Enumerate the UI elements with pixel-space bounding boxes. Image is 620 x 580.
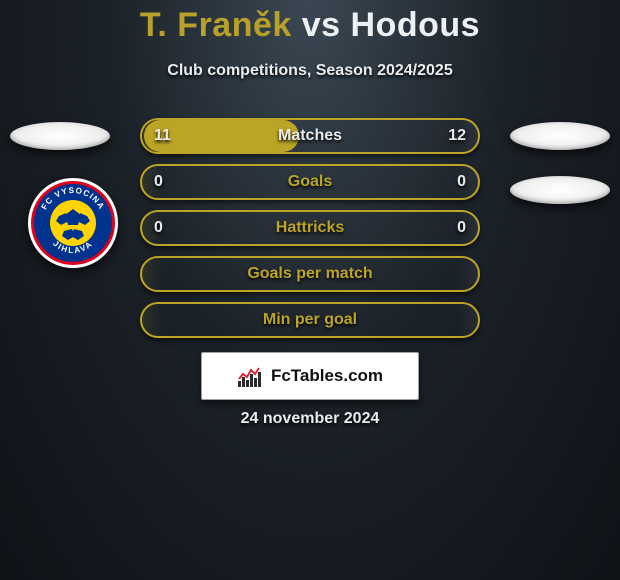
- watermark-text: FcTables.com: [271, 366, 383, 386]
- club-badge-svg: FC VYSOCINA JIHLAVA: [31, 181, 115, 265]
- player1-photo-placeholder: [10, 122, 110, 150]
- vs-separator: vs: [302, 6, 341, 44]
- stat-bar-min-per-goal: Min per goal: [140, 302, 480, 338]
- player2-name: Hodous: [351, 6, 481, 44]
- stat-value-left: 11: [154, 127, 171, 145]
- stat-value-left: 0: [154, 173, 163, 191]
- player1-club-badge: FC VYSOCINA JIHLAVA: [28, 178, 118, 268]
- stat-label: Min per goal: [263, 311, 357, 329]
- stat-value-left: 0: [154, 219, 163, 237]
- stat-value-right: 0: [457, 173, 466, 191]
- player2-photo-placeholder: [510, 122, 610, 150]
- stat-value-right: 12: [448, 127, 466, 145]
- snapshot-date: 24 november 2024: [0, 410, 620, 428]
- comparison-title: T. Franěk vs Hodous: [0, 6, 620, 45]
- stat-bar-goals-per-match: Goals per match: [140, 256, 480, 292]
- player1-name: T. Franěk: [140, 6, 292, 44]
- player2-club-placeholder: [510, 176, 610, 204]
- stat-bar-matches: 11 Matches 12: [140, 118, 480, 154]
- stat-label: Goals per match: [247, 265, 372, 283]
- stat-label: Hattricks: [276, 219, 344, 237]
- stat-bar-goals: 0 Goals 0: [140, 164, 480, 200]
- watermark-box: FcTables.com: [201, 352, 419, 400]
- stat-bar-hattricks: 0 Hattricks 0: [140, 210, 480, 246]
- stat-label: Goals: [288, 173, 332, 191]
- watermark-chart-icon: [237, 365, 265, 387]
- stat-value-right: 0: [457, 219, 466, 237]
- stat-bars: 11 Matches 12 0 Goals 0 0 Hattricks 0 Go…: [140, 118, 480, 348]
- stat-label: Matches: [278, 127, 342, 145]
- subtitle: Club competitions, Season 2024/2025: [0, 62, 620, 80]
